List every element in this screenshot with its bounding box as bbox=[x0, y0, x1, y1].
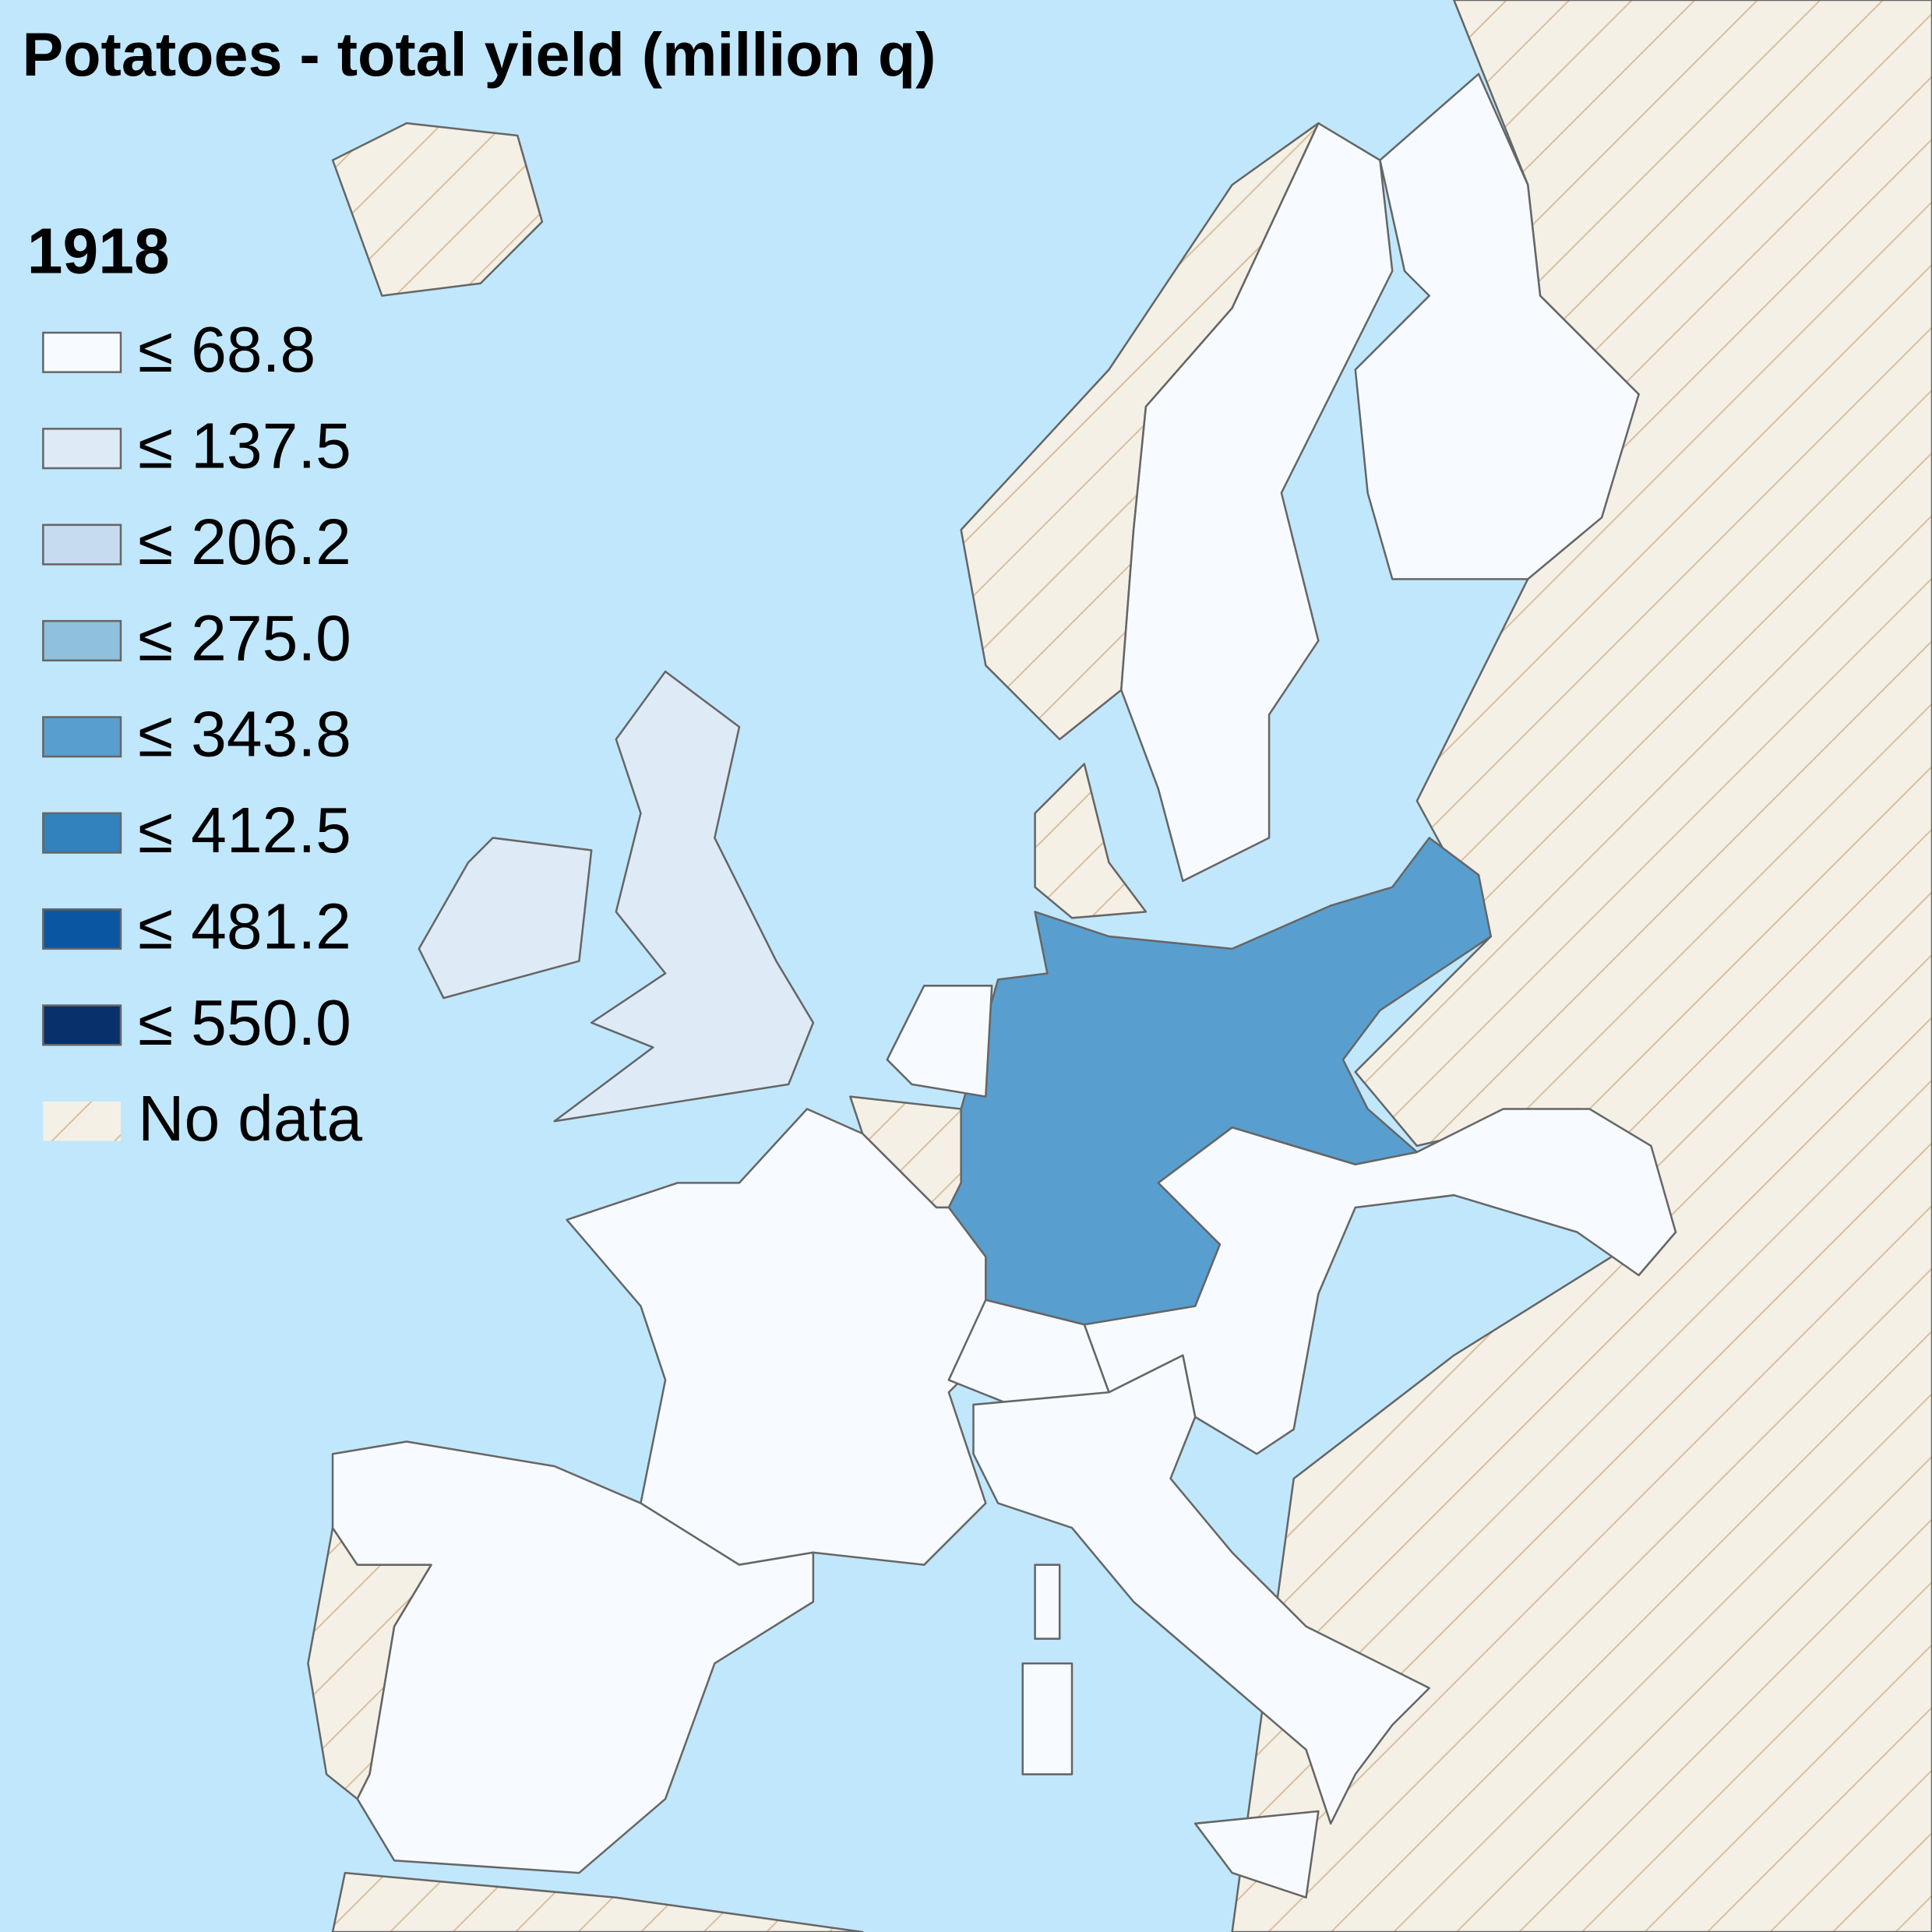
france bbox=[566, 1108, 987, 1566]
legend-swatch bbox=[42, 428, 122, 470]
legend-swatch bbox=[43, 1101, 121, 1141]
legend-label: ≤ 481.2 bbox=[138, 891, 351, 962]
legend-label: ≤ 550.0 bbox=[138, 988, 351, 1059]
no-data-denmark bbox=[1034, 763, 1148, 919]
sicily bbox=[1193, 1810, 1320, 1899]
united-kingdom bbox=[553, 670, 815, 1123]
legend: ≤ 68.8 ≤ 137.5 ≤ 206.2 ≤ 275.0 ≤ 343.8 ≤ 412.… bbox=[42, 315, 362, 1155]
italy bbox=[972, 1354, 1430, 1825]
netherlands bbox=[886, 985, 993, 1098]
countries bbox=[307, 0, 1932, 1932]
no-data-africa bbox=[331, 1871, 864, 1932]
legend-swatch bbox=[42, 812, 122, 854]
spain bbox=[331, 1440, 815, 1874]
finland bbox=[1354, 72, 1640, 580]
legend-swatch bbox=[42, 1004, 122, 1046]
legend-label: ≤ 343.8 bbox=[138, 700, 351, 770]
sweden bbox=[1120, 122, 1394, 883]
legend-label: ≤ 137.5 bbox=[138, 411, 351, 482]
legend-swatch bbox=[42, 908, 122, 950]
legend-swatch bbox=[42, 331, 122, 373]
legend-label: ≤ 275.0 bbox=[138, 603, 351, 674]
year-label: 1918 bbox=[27, 217, 170, 287]
legend-label: No data bbox=[138, 1084, 362, 1155]
no-data-iceland bbox=[331, 122, 544, 297]
legend-swatch bbox=[42, 716, 122, 758]
legend-swatch bbox=[42, 524, 122, 566]
legend-label: ≤ 206.2 bbox=[138, 507, 351, 578]
map-title: Potatoes - total yield (million q) bbox=[22, 19, 936, 89]
legend-label: ≤ 68.8 bbox=[138, 315, 316, 386]
legend-swatch bbox=[42, 619, 122, 662]
sardinia bbox=[1021, 1662, 1074, 1775]
corsica bbox=[1034, 1564, 1061, 1640]
legend-label: ≤ 412.5 bbox=[138, 795, 351, 866]
ireland bbox=[418, 837, 593, 999]
